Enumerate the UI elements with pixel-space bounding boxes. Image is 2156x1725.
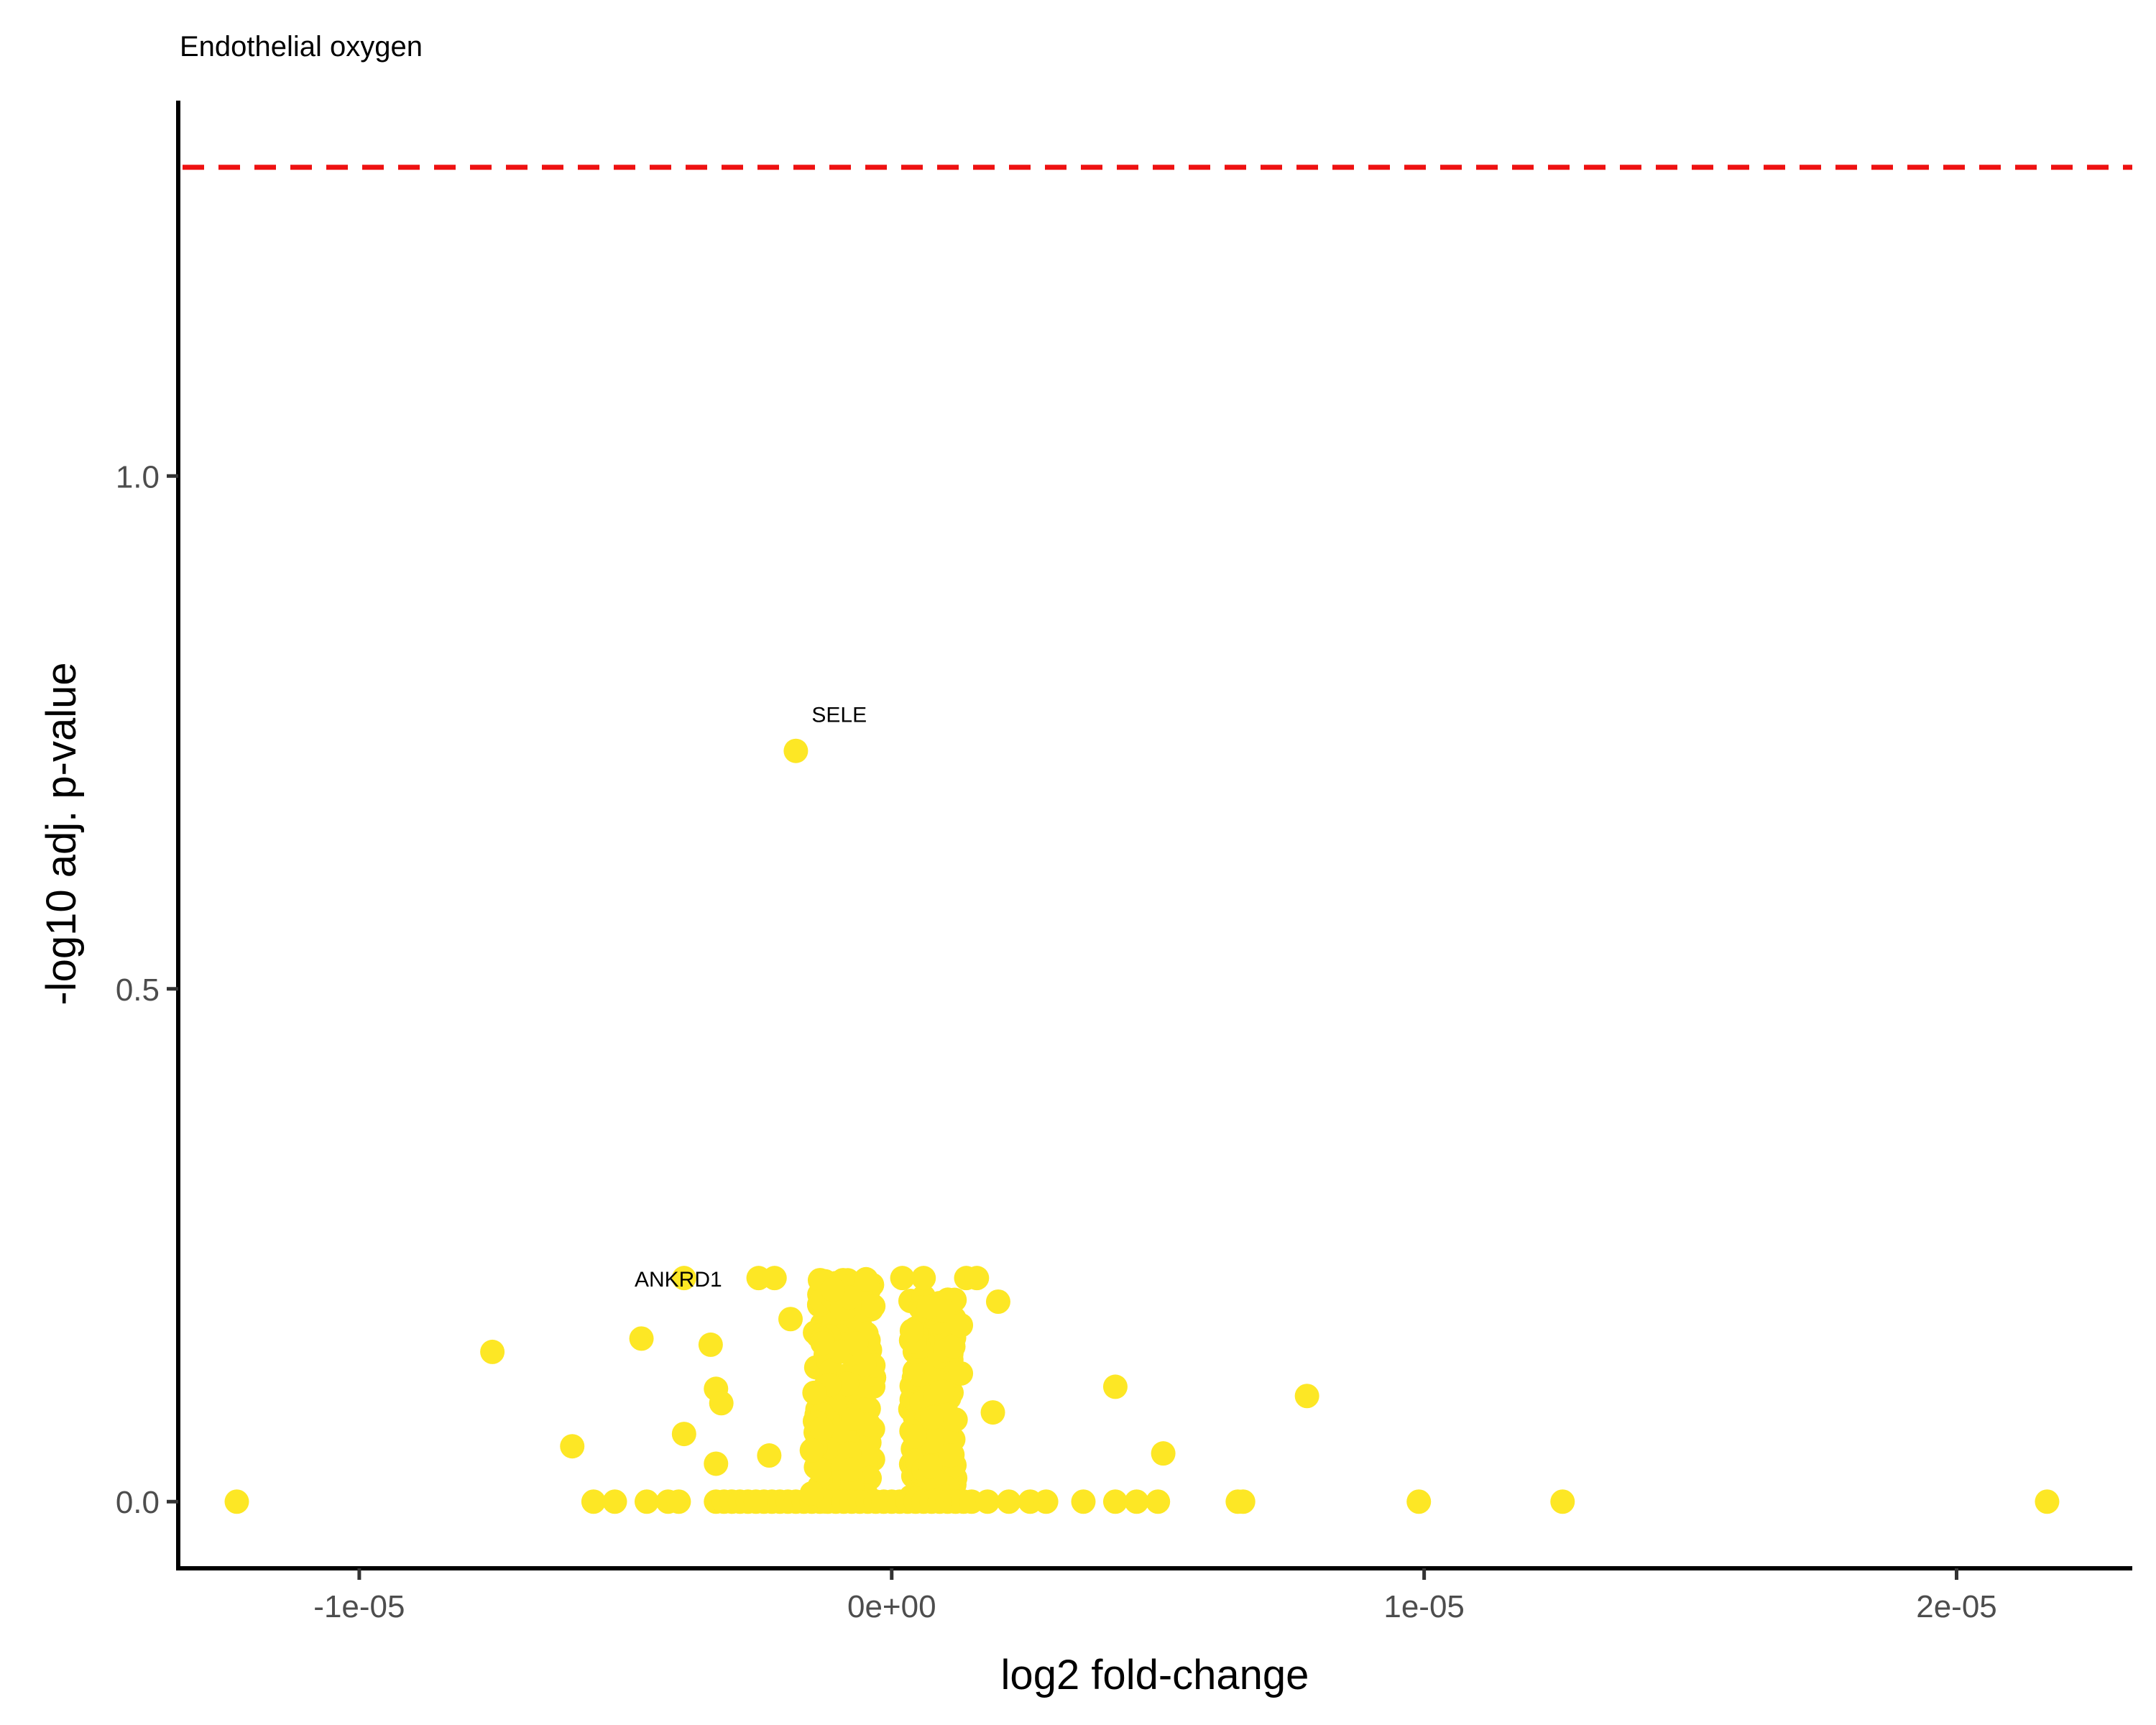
data-point: [1102, 1374, 1128, 1399]
y-tick-label: 1.0: [116, 459, 160, 494]
data-point: [980, 1400, 1005, 1425]
data-point: [918, 1454, 943, 1479]
data-point: [802, 1380, 827, 1405]
data-point: [778, 1307, 803, 1332]
labeled-data-point: [783, 738, 808, 763]
data-point: [581, 1489, 606, 1514]
data-point: [916, 1294, 941, 1320]
data-point: [834, 1371, 860, 1397]
y-axis-title: -log10 adj. p-value: [38, 662, 85, 1005]
data-point: [602, 1489, 627, 1514]
data-point: [709, 1391, 734, 1416]
x-tick-label: -1e-05: [313, 1589, 405, 1624]
data-point: [996, 1489, 1021, 1514]
data-point: [757, 1443, 782, 1468]
data-point: [480, 1339, 505, 1364]
data-point: [820, 1277, 845, 1302]
data-point: [634, 1489, 659, 1514]
x-tick-label: 2e-05: [1916, 1589, 1997, 1624]
data-point: [1146, 1489, 1171, 1514]
data-point: [1294, 1384, 1319, 1409]
data-point: [2035, 1489, 2060, 1514]
data-point: [975, 1489, 1000, 1514]
data-point: [1550, 1489, 1575, 1514]
data-point: [844, 1331, 869, 1356]
data-point: [1124, 1489, 1149, 1514]
data-point: [941, 1334, 966, 1359]
data-point: [964, 1266, 990, 1291]
x-axis-title: log2 fold-change: [1001, 1652, 1309, 1698]
data-point: [698, 1332, 723, 1357]
chart-title: Endothelial oxygen: [180, 31, 423, 63]
data-point: [560, 1434, 585, 1459]
data-point: [629, 1326, 654, 1351]
data-point: [1230, 1489, 1256, 1514]
data-point: [841, 1406, 866, 1431]
x-tick-label: 1e-05: [1383, 1589, 1465, 1624]
y-tick-label: 0.0: [116, 1485, 160, 1520]
point-label: ANKRD1: [635, 1268, 722, 1292]
data-point: [799, 1438, 824, 1463]
y-tick-label: 0.5: [116, 972, 160, 1008]
y-axis-ticks: 0.0 0.5 1.0: [116, 459, 178, 1520]
data-point: [810, 1330, 835, 1356]
data-point: [1406, 1489, 1432, 1514]
data-point: [920, 1405, 945, 1430]
data-point: [899, 1318, 924, 1343]
data-point: [938, 1443, 963, 1468]
point-label: SELE: [811, 704, 867, 727]
points-layer: [224, 738, 2060, 1514]
data-point: [949, 1361, 974, 1386]
data-point: [1151, 1441, 1176, 1466]
data-point: [857, 1430, 882, 1455]
data-point: [1102, 1489, 1128, 1514]
point-labels: SELE ANKRD1: [635, 704, 867, 1292]
data-point: [807, 1458, 832, 1483]
data-point: [943, 1407, 968, 1432]
data-point: [890, 1266, 915, 1291]
data-point: [949, 1312, 974, 1338]
data-point: [1033, 1489, 1059, 1514]
data-point: [1071, 1489, 1096, 1514]
x-axis-ticks: -1e-05 0e+00 1e-05 2e-05: [313, 1568, 1997, 1624]
data-point: [666, 1489, 691, 1514]
data-point: [704, 1451, 729, 1476]
data-point: [902, 1424, 927, 1449]
data-point: [671, 1422, 696, 1447]
data-point: [809, 1416, 834, 1441]
data-point: [799, 1481, 824, 1506]
data-point: [762, 1266, 787, 1291]
data-point: [861, 1294, 886, 1319]
data-point: [224, 1489, 249, 1514]
data-point: [985, 1289, 1010, 1314]
labeled-data-point: [671, 1266, 696, 1291]
x-tick-label: 0e+00: [847, 1589, 936, 1624]
data-point: [839, 1457, 864, 1482]
data-point: [911, 1266, 936, 1291]
data-point: [930, 1379, 955, 1404]
data-point: [854, 1266, 879, 1292]
